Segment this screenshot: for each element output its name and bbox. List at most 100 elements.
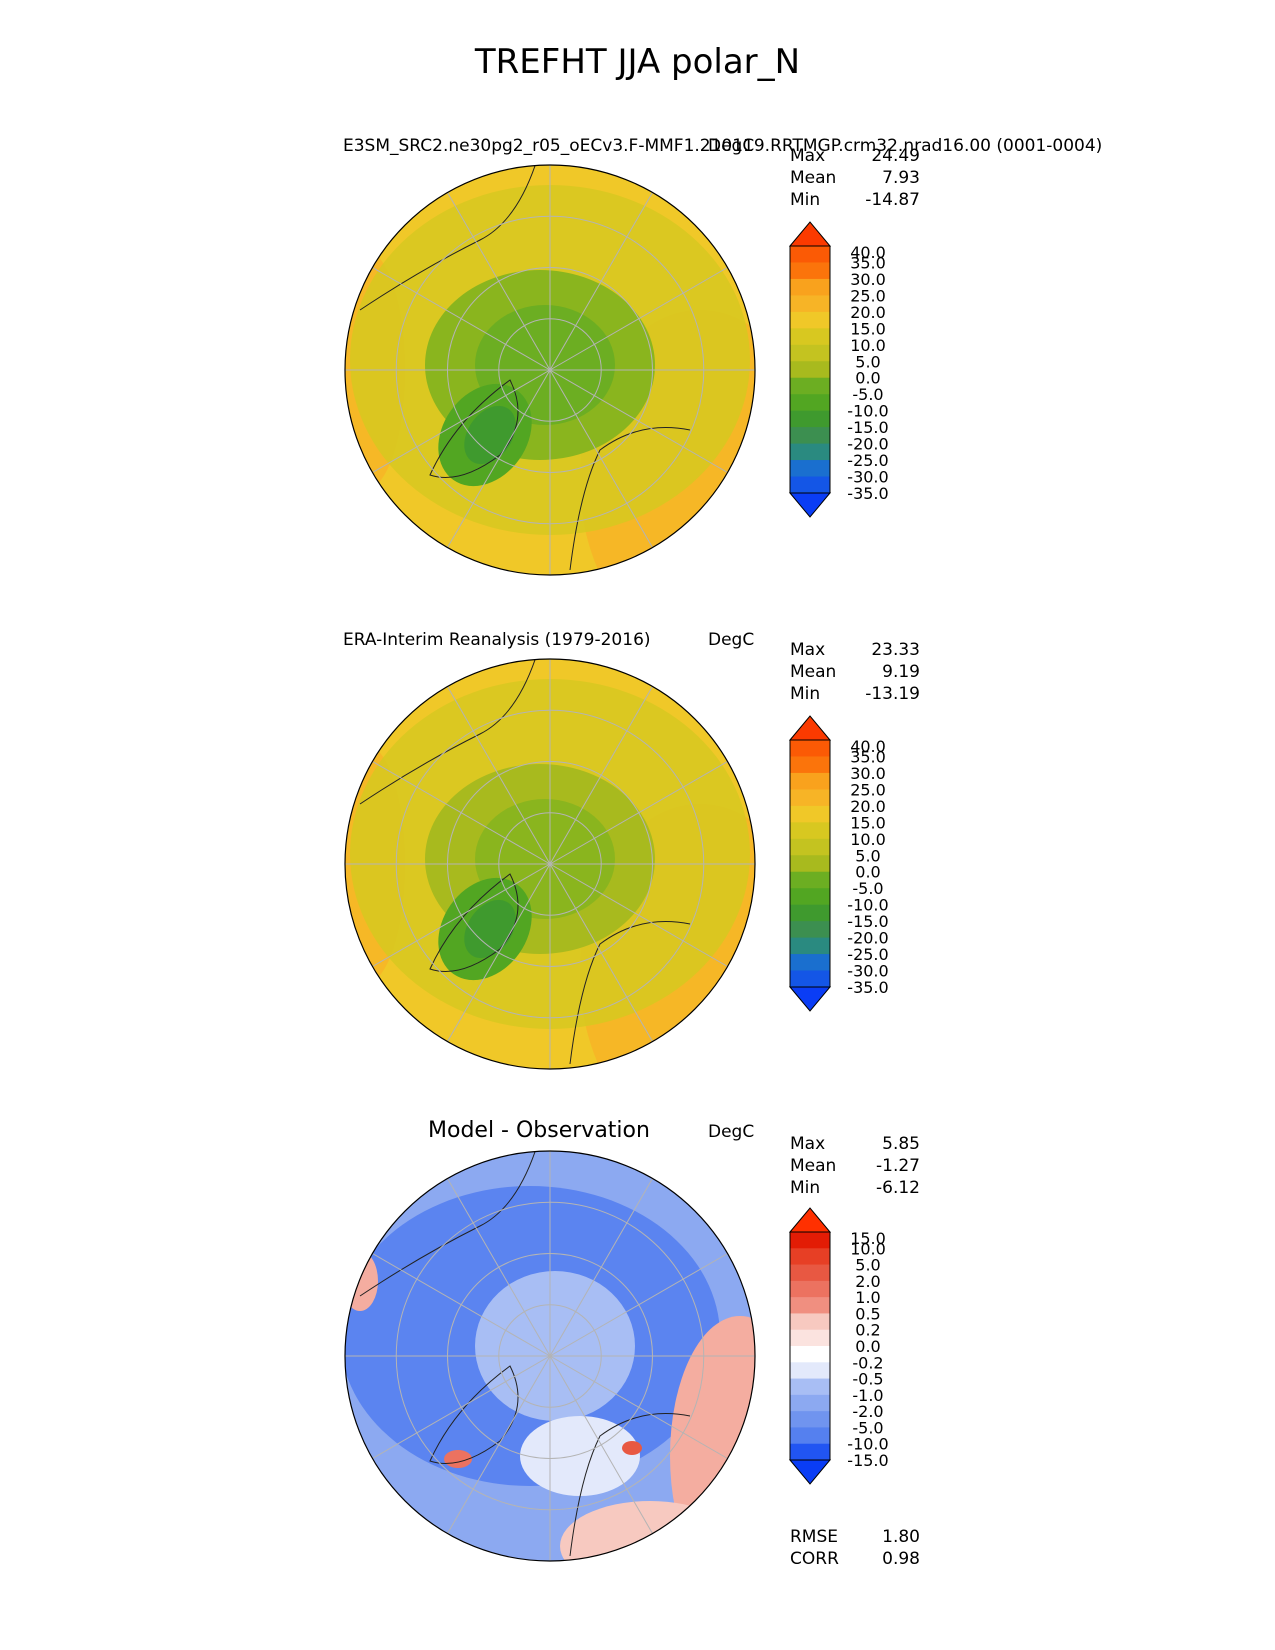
colorbar-extend-max [788,715,832,741]
colorbar-tick-label: -0.5 [852,1370,883,1389]
colorbar-tick-label: -35.0 [847,978,888,997]
colorbar-tick-label: 15.0 [850,1229,886,1248]
map-field [345,1151,755,1561]
colorbar-segment [790,1248,830,1266]
colorbar-tick-label: -15.0 [847,912,888,931]
colorbar-segment [790,822,830,840]
colorbar-tick-label: -25.0 [847,451,888,470]
colorbar-tick-label: -2.0 [852,1402,883,1421]
colorbar-tick-label: -25.0 [847,945,888,964]
meridian-line [549,761,728,865]
stat-value: 24.49 [871,146,920,166]
colorbar-frame [789,245,831,494]
stat-label: Max [790,1134,826,1154]
stat-value: 7.93 [882,168,920,188]
colorbar-segment [790,460,830,478]
colorbar-tick-label: 20.0 [850,303,886,322]
colorbar-tick-label: 25.0 [850,286,886,305]
colorbar-tick-label: -15.0 [847,1451,888,1470]
meridian-line [549,369,653,548]
colorbar-tick-label: 1.0 [855,1288,880,1307]
stat-label: Min [790,684,821,704]
colorbar-segment [790,871,830,889]
colorbar-segment [790,344,830,362]
stat-label: Min [790,190,821,210]
colorbar-extend-max [788,1207,832,1233]
colorbar-tick-label: 0.0 [855,369,880,388]
panel-reference-stats: Max 23.33 Mean 9.19 Min -13.19 [790,640,920,706]
colorbar-segment [790,1232,830,1249]
colorbar-segment [790,921,830,939]
colorbar-segment [790,838,830,856]
meridian-line [372,1355,551,1459]
colorbar-segment [790,888,830,906]
colorbar-difference: 15.010.05.02.01.00.50.20.0-0.2-0.5-1.0-2… [788,1207,889,1485]
field-band [464,405,516,465]
colorbar-tick-label: 30.0 [850,764,886,783]
colorbar-tick-label: 0.0 [855,863,880,882]
panel-difference-title: Model - Observation [428,1118,650,1143]
stat-label: Max [790,146,826,166]
colorbar-tick-label: -15.0 [847,418,888,437]
colorbar-tick-label: 0.2 [855,1321,880,1340]
meridian-line [549,686,653,865]
colorbar-reference: 40.035.030.025.020.015.010.05.00.0-5.0-1… [788,715,889,1012]
coastline [359,659,691,1065]
stat-value: 9.19 [882,662,920,682]
colorbar-segment [790,262,830,280]
panel-reference-title: ERA-Interim Reanalysis (1979-2016) [343,630,651,650]
map-field [345,659,755,1069]
colorbar-tick-label: -0.2 [852,1353,883,1372]
meridian-line [372,761,551,865]
stat-value: -14.87 [865,190,920,210]
figure-title: TREFHT JJA polar_N [474,42,801,82]
map-field [345,165,755,575]
stat-value: -6.12 [876,1178,920,1198]
colorbar-segment [790,1443,830,1461]
colorbar-frame [789,739,831,988]
meridian-line [447,192,551,371]
stat-value: -1.27 [876,1156,920,1176]
meridian-line [549,863,653,1042]
map-boundary [344,1150,756,1562]
colorbar-tick-label: 40.0 [850,243,886,262]
colorbar-tick-label: 10.0 [850,1239,886,1258]
map-difference [344,1150,756,1562]
colorbar-segment [790,740,830,757]
colorbar-segment [790,1394,830,1412]
colorbar-test: 40.035.030.025.020.015.010.05.00.0-5.0-1… [788,221,889,518]
meridian-line [549,1355,728,1459]
stat-label: Mean [790,1156,837,1176]
meridian-line [549,1178,653,1357]
colorbar-segment [790,954,830,972]
colorbar-tick-label: 10.0 [850,830,886,849]
map-test [344,164,756,576]
colorbar-tick-label: 5.0 [855,352,880,371]
colorbar-segment [790,1264,830,1282]
colorbar-tick-label: 0.0 [855,1337,880,1356]
colorbar-segment [790,805,830,823]
colorbar-tick-label: 40.0 [850,737,886,756]
colorbar-tick-label: 30.0 [850,270,886,289]
stat-label: Min [790,1178,821,1198]
colorbar-tick-label: -35.0 [847,484,888,503]
meridian-line [549,1253,728,1357]
field-band [520,1416,640,1496]
colorbar-segment [790,361,830,379]
colorbar-segment [790,855,830,873]
map-reference [344,658,756,1070]
panel-test-title: E3SM_SRC2.ne30pg2_r05_oECv3.F-MMF1.21011… [343,136,1103,156]
colorbar-frame [789,1231,831,1461]
meridian-line [372,1253,551,1357]
colorbar-tick-label: -30.0 [847,468,888,487]
stat-value: 5.85 [882,1134,920,1154]
colorbar-segment [790,904,830,922]
meridian-line [549,369,728,473]
coastline [359,165,691,571]
panel-difference-stats: Max 5.85 Mean -1.27 Min -6.12 [790,1134,920,1200]
colorbar-tick-label: 35.0 [850,253,886,272]
panel-test-stats: Max 24.49 Mean 7.93 Min -14.87 [790,146,920,212]
colorbar-tick-label: 5.0 [855,1256,880,1275]
colorbar-extend-max [788,221,832,247]
